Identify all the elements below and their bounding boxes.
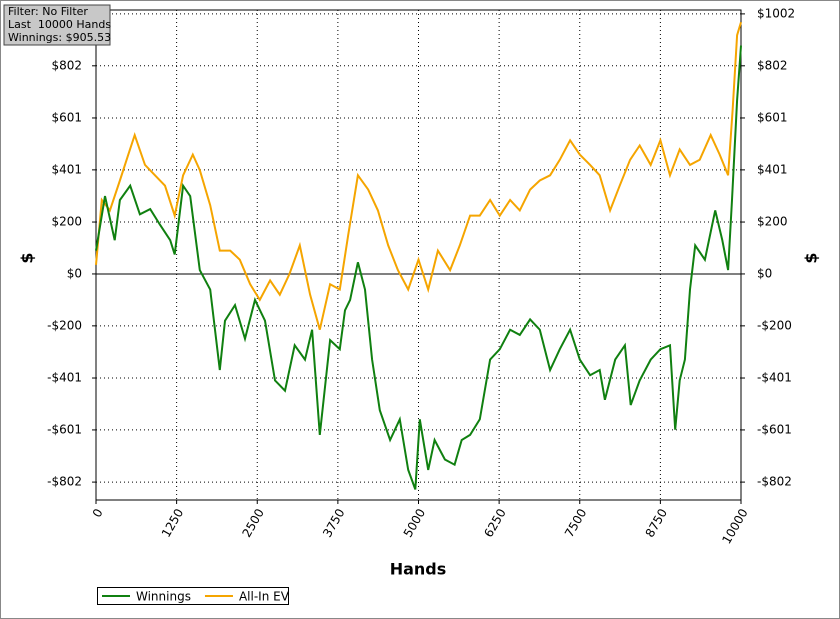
info-text: Winnings: $905.53 xyxy=(8,31,111,44)
y2-tick-label: -$200 xyxy=(757,318,792,332)
y2-tick-label: $601 xyxy=(757,110,788,124)
y2-tick-label: -$601 xyxy=(757,422,792,436)
series-line xyxy=(95,45,742,490)
y-axis-label: $ xyxy=(18,252,37,263)
y2-tick-label: -$401 xyxy=(757,371,792,385)
y-tick-label: $802 xyxy=(51,58,82,72)
y2-tick-label: $1002 xyxy=(757,6,795,20)
y-tick-label: -$802 xyxy=(47,475,82,489)
info-box xyxy=(3,4,111,46)
y2-tick-label: $0 xyxy=(757,266,772,280)
y-tick-label: $0 xyxy=(67,266,82,280)
y2-tick-label: $200 xyxy=(757,215,788,229)
y2-tick-label: $401 xyxy=(757,162,788,176)
y-tick-label: -$601 xyxy=(47,422,82,436)
y-tick-label: -$401 xyxy=(47,371,82,385)
y-tick-label: $601 xyxy=(51,110,82,124)
info-text: Filter: No Filter xyxy=(8,5,88,18)
x-axis-label: Hands xyxy=(390,560,447,579)
info-text: Last 10000 Hands xyxy=(8,18,111,31)
y-tick-label: $401 xyxy=(51,162,82,176)
legend-box xyxy=(97,587,289,605)
y-tick-label: $200 xyxy=(51,215,82,229)
y2-axis-label: $ xyxy=(802,252,821,263)
y2-tick-label: -$802 xyxy=(757,475,792,489)
legend-label: Winnings xyxy=(136,590,191,604)
legend-label: All-In EV xyxy=(239,590,290,604)
series-line xyxy=(95,21,742,330)
y-tick-label: -$200 xyxy=(47,318,82,332)
y2-tick-label: $802 xyxy=(757,58,788,72)
